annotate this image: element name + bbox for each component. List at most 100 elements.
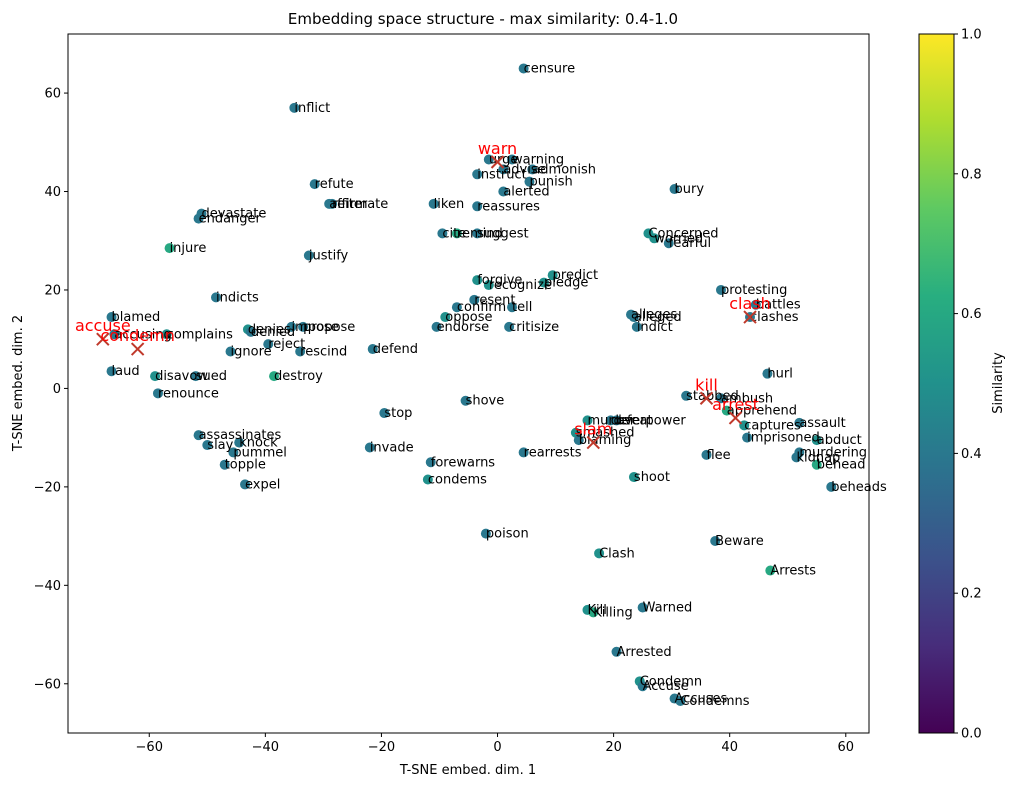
point-label: recognize bbox=[489, 278, 552, 293]
y-tick-label: 20 bbox=[44, 283, 61, 298]
scatter-point bbox=[309, 179, 320, 190]
point-label: beheads bbox=[831, 480, 887, 495]
point-label: stop bbox=[384, 406, 412, 421]
colorbar-tick-label: 0.0 bbox=[961, 727, 982, 742]
scatter-point bbox=[681, 390, 692, 401]
point-label: rearrests bbox=[524, 445, 582, 460]
point-label: Warned bbox=[643, 600, 693, 615]
point-label: fearful bbox=[669, 236, 711, 251]
scatter-point bbox=[303, 250, 314, 261]
point-label: poison bbox=[486, 527, 529, 542]
point-label: apprehend bbox=[727, 404, 797, 419]
point-label: alleged bbox=[634, 310, 682, 325]
point-label: justify bbox=[308, 249, 349, 264]
x-tick-label: 0 bbox=[493, 740, 501, 755]
scatter-point bbox=[425, 457, 436, 468]
scatter-point bbox=[715, 393, 726, 404]
scatter-point bbox=[422, 474, 433, 485]
point-label: devastate bbox=[202, 207, 267, 222]
scatter-point bbox=[611, 646, 622, 657]
scatter-point bbox=[524, 176, 535, 187]
point-label: expel bbox=[245, 477, 280, 492]
scatter-point bbox=[472, 275, 483, 286]
scatter-point bbox=[518, 447, 529, 458]
point-label: suggest bbox=[477, 226, 528, 241]
point-label: pummel bbox=[233, 445, 286, 460]
point-label: denies bbox=[248, 322, 291, 337]
colorbar-label: Similarity bbox=[991, 352, 1006, 414]
point-label: complains bbox=[167, 327, 233, 342]
point-label: censure bbox=[524, 61, 575, 76]
point-label: clashes bbox=[750, 310, 799, 325]
anchor-label: warn bbox=[478, 139, 517, 158]
scatter-point bbox=[742, 432, 753, 443]
scatter-point bbox=[605, 415, 616, 426]
point-label: accusing bbox=[114, 327, 171, 342]
point-label: stabbed bbox=[686, 389, 739, 404]
x-tick-label: 20 bbox=[605, 740, 622, 755]
point-label: condems bbox=[428, 472, 487, 487]
point-label: smashed bbox=[576, 426, 635, 441]
scatter-point bbox=[507, 302, 518, 313]
scatter-point bbox=[190, 371, 201, 382]
scatter-point bbox=[440, 312, 451, 323]
point-label: assassinates bbox=[199, 428, 282, 443]
colorbar-tick-label: 0.6 bbox=[961, 307, 982, 322]
point-label: punish bbox=[529, 175, 572, 190]
point-label: overpower bbox=[617, 413, 687, 428]
colorbar-ticks: 0.0 0.2 0.4 0.6 0.8 1.0 bbox=[954, 28, 982, 742]
point-label: abduct bbox=[817, 433, 862, 448]
scatter-point bbox=[811, 435, 822, 446]
point-label: reiterate bbox=[332, 197, 388, 212]
y-tick-label: −60 bbox=[34, 677, 61, 692]
colorbar-tick-label: 1.0 bbox=[961, 28, 982, 43]
scatter-point bbox=[791, 452, 802, 463]
point-label: propose bbox=[303, 320, 355, 335]
point-label: behead bbox=[817, 458, 866, 473]
scatter-point bbox=[649, 233, 660, 244]
scatter-point bbox=[504, 321, 515, 332]
point-label: pledge bbox=[544, 276, 588, 291]
point-label: Arrests bbox=[770, 564, 816, 579]
point-label: endorse bbox=[437, 320, 490, 335]
point-label: worried bbox=[654, 231, 703, 246]
anchor-marker bbox=[699, 391, 714, 405]
scatter-point bbox=[701, 449, 712, 460]
point-label: advise bbox=[503, 162, 545, 177]
scatter-point bbox=[538, 277, 549, 288]
colorbar-tick-label: 0.8 bbox=[961, 167, 982, 182]
point-label: topple bbox=[225, 458, 266, 473]
y-tick-label: 60 bbox=[44, 87, 61, 102]
scatter-point bbox=[637, 602, 648, 613]
scatter-point bbox=[669, 184, 680, 195]
point-label: Accuses bbox=[675, 692, 728, 707]
scatter-point bbox=[367, 344, 378, 355]
point-label: instruct bbox=[477, 167, 527, 182]
scatter-point bbox=[295, 346, 306, 357]
colorbar bbox=[918, 33, 955, 734]
point-label: defend bbox=[373, 342, 418, 357]
scatter-point bbox=[460, 395, 471, 406]
scatter-point bbox=[298, 321, 309, 332]
scatter-point bbox=[437, 228, 448, 239]
point-label: invade bbox=[370, 440, 414, 455]
point-label: murder bbox=[587, 413, 635, 428]
point-label: indicts bbox=[216, 290, 259, 305]
scatter-point bbox=[715, 284, 726, 295]
point-label: battles bbox=[756, 298, 801, 313]
point-label: protesting bbox=[721, 283, 787, 298]
point-label: Arrested bbox=[617, 645, 672, 660]
point-label: renounce bbox=[158, 386, 219, 401]
point-label: ignore bbox=[231, 345, 272, 360]
point-label: impose bbox=[291, 320, 338, 335]
scatter-point bbox=[202, 440, 213, 451]
scatter-point bbox=[225, 346, 236, 357]
scatter-point bbox=[263, 339, 274, 350]
scatter-point bbox=[164, 243, 175, 254]
scatter-point bbox=[286, 321, 297, 332]
point-label: kidnap bbox=[796, 450, 840, 465]
scatter-point bbox=[675, 696, 686, 707]
scatter-point bbox=[480, 528, 491, 539]
